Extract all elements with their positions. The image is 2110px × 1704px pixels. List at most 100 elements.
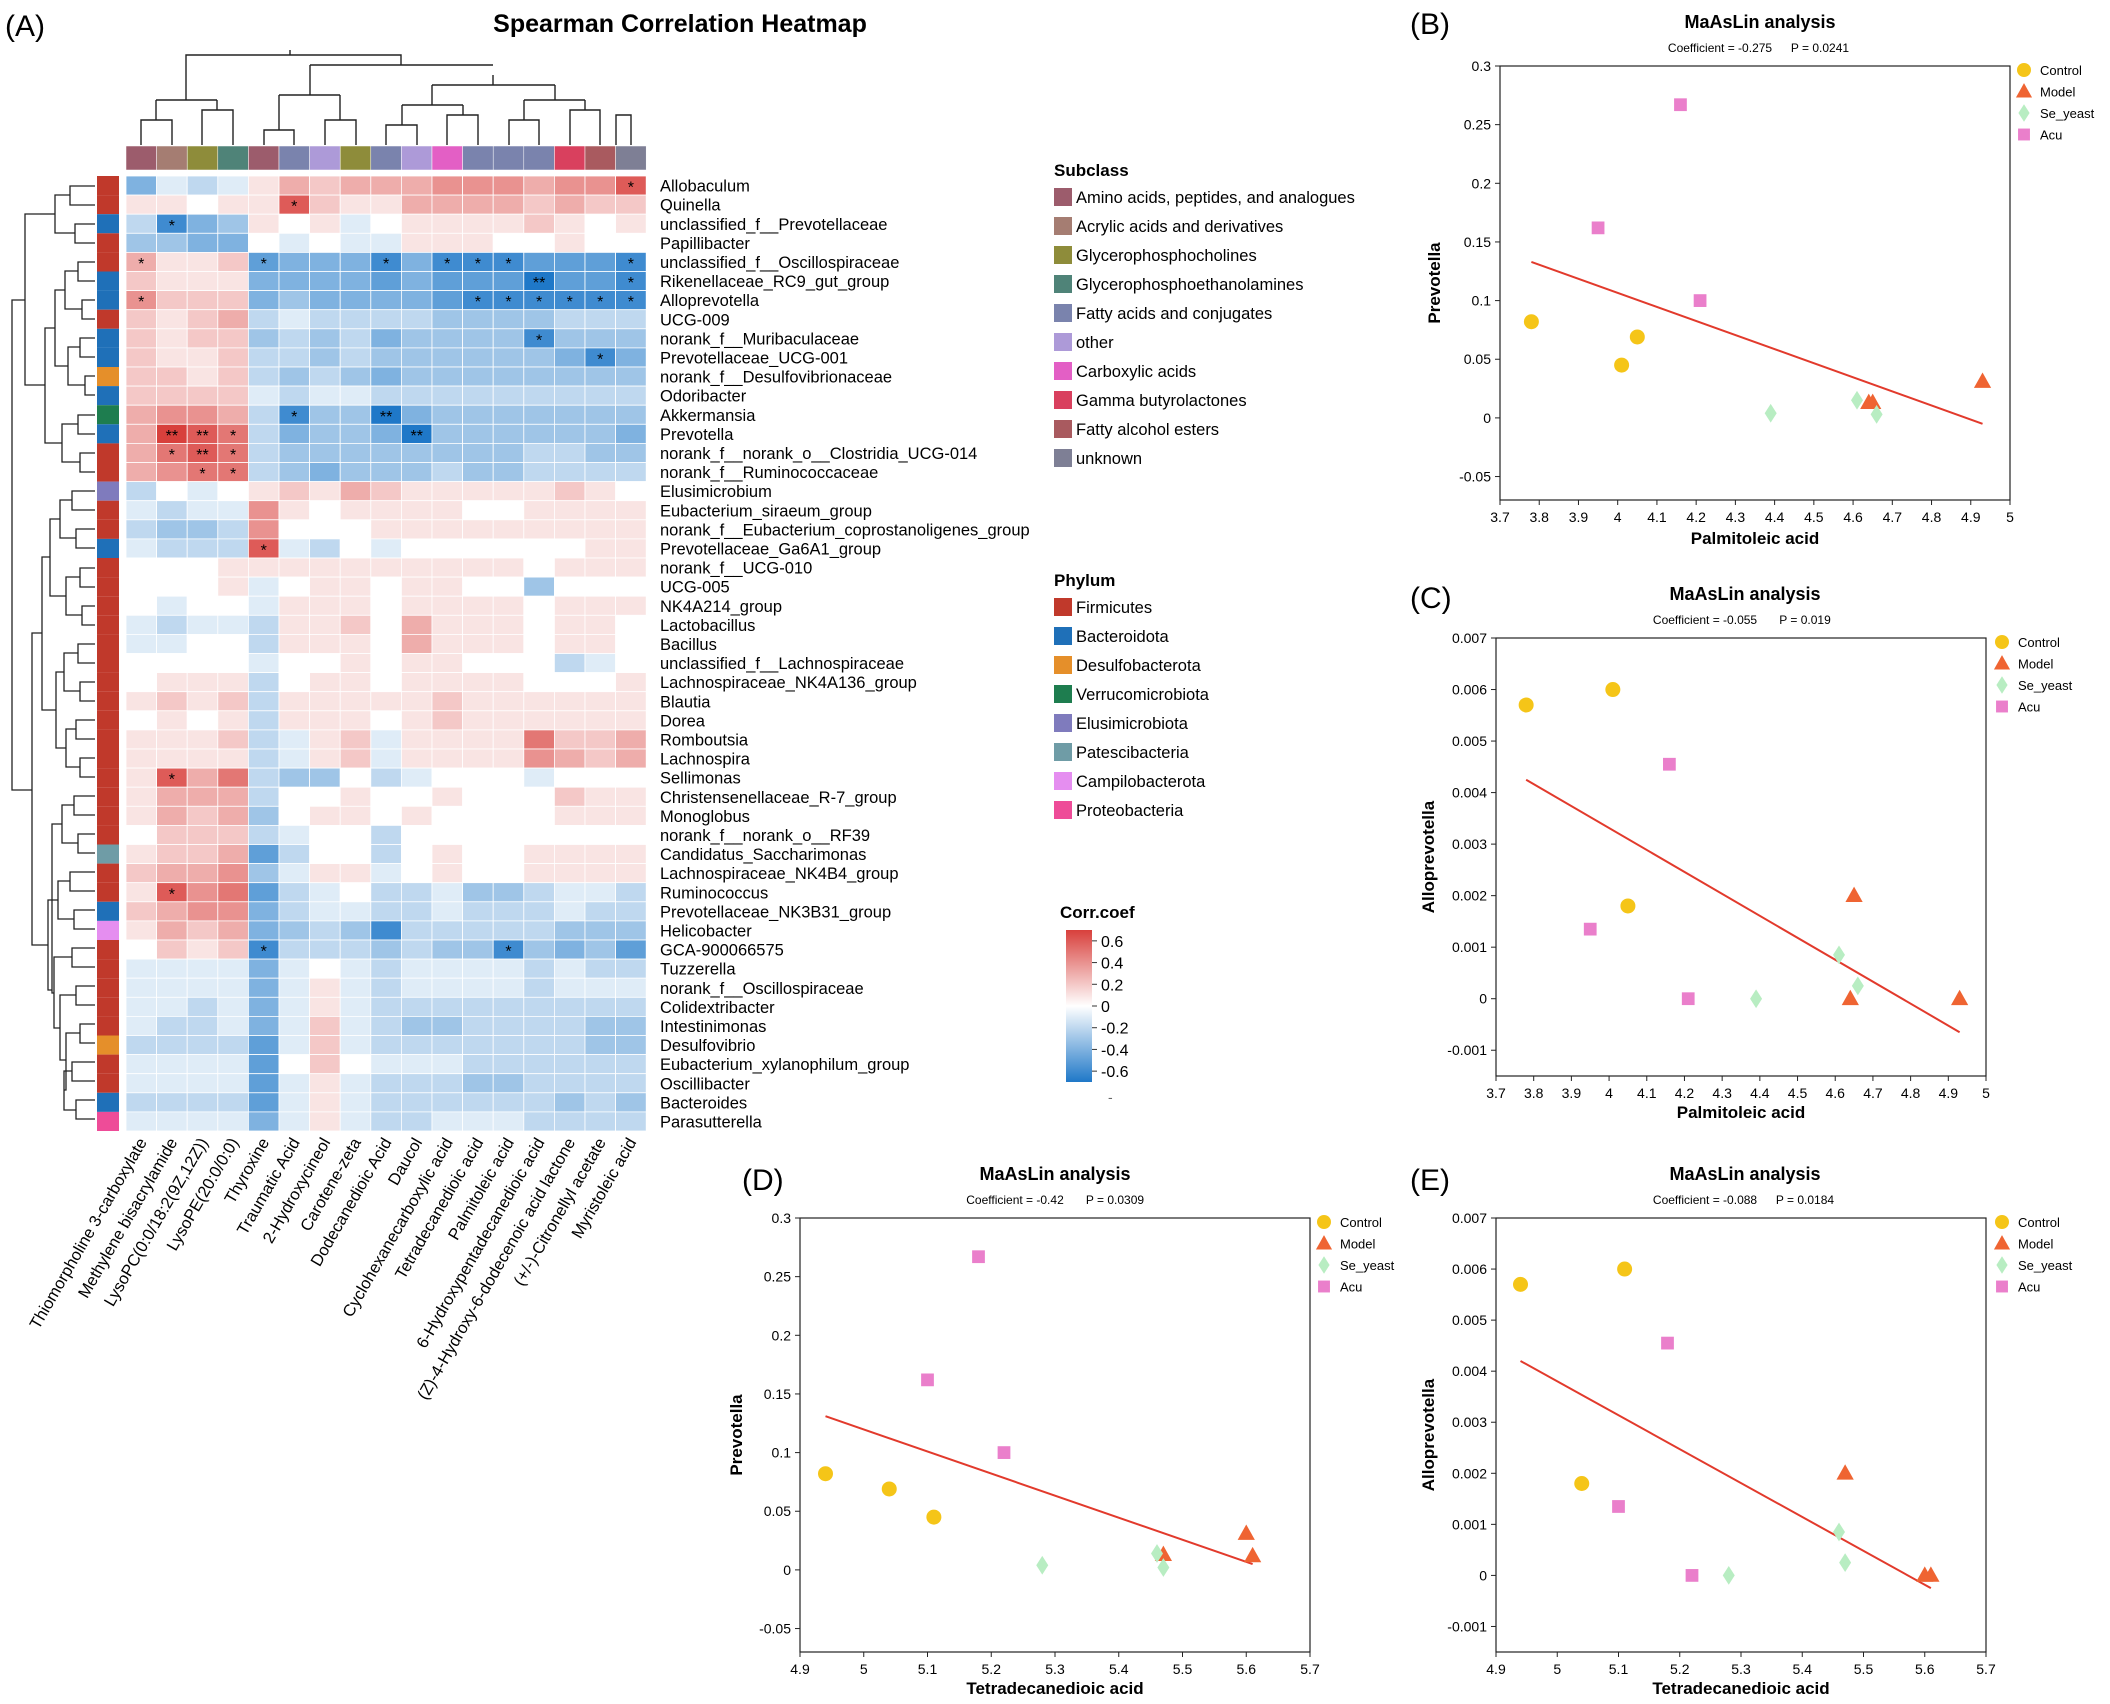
heatmap-cell bbox=[217, 347, 249, 368]
legend-marker-model bbox=[2015, 83, 2033, 98]
heatmap-cell bbox=[309, 729, 341, 750]
phylum-annotation-cell bbox=[97, 806, 119, 826]
heatmap-cell bbox=[492, 958, 525, 979]
heatmap-cell bbox=[156, 366, 188, 387]
x-tick-label: 5.7 bbox=[1300, 1661, 1320, 1677]
heatmap-cell bbox=[278, 653, 311, 674]
data-point-se-yeast bbox=[1157, 1558, 1170, 1577]
x-tick-label: 3.8 bbox=[1524, 1085, 1544, 1101]
phylum-annotation-cell bbox=[97, 347, 119, 367]
y-tick-label: 0.002 bbox=[1452, 888, 1487, 904]
heatmap-cell bbox=[247, 366, 280, 387]
x-tick-label: 4.1 bbox=[1647, 509, 1667, 525]
scatter-title: MaAsLin analysis bbox=[1669, 1164, 1820, 1184]
heatmap-cell bbox=[431, 404, 464, 425]
heatmap-cell bbox=[339, 614, 372, 635]
heatmap-cell bbox=[217, 1035, 249, 1056]
heatmap-cell bbox=[400, 1016, 433, 1036]
heatmap-cell bbox=[186, 1092, 219, 1113]
heatmap-cell bbox=[125, 404, 158, 425]
x-tick-label: 4.9 bbox=[1486, 1661, 1506, 1677]
scatter-panel-e: (E) MaAsLin analysis Coefficient = -0.088 P… bbox=[1410, 1164, 2073, 1698]
subclass-legend-swatch bbox=[1054, 449, 1072, 467]
row-label: Lachnospira bbox=[660, 751, 751, 769]
heatmap-cell bbox=[523, 1016, 555, 1036]
heatmap-cell bbox=[492, 710, 525, 731]
heatmap-cell bbox=[554, 442, 586, 463]
heatmap-cell bbox=[431, 634, 464, 654]
heatmap-cell bbox=[431, 290, 464, 311]
legend-label: Model bbox=[2018, 1237, 2054, 1252]
heatmap-cell bbox=[615, 710, 647, 731]
data-point-se-yeast bbox=[1833, 945, 1845, 965]
x-tick-label: 3.7 bbox=[1490, 509, 1510, 525]
row-label: Lachnospiraceae_NK4A136_group bbox=[660, 674, 917, 692]
heatmap-cell bbox=[431, 1054, 464, 1075]
row-label: norank_f__Desulfovibrionaceae bbox=[660, 369, 892, 387]
heatmap-cell bbox=[156, 557, 188, 578]
heatmap-cell bbox=[217, 519, 249, 540]
heatmap-cell bbox=[523, 844, 555, 865]
x-tick-label: 5 bbox=[1982, 1085, 1990, 1101]
heatmap-cell bbox=[584, 882, 617, 903]
heatmap-cell bbox=[125, 825, 158, 845]
heatmap-cell bbox=[339, 920, 372, 941]
heatmap-cell bbox=[309, 958, 341, 979]
heatmap-cell bbox=[462, 423, 494, 444]
heatmap-cell bbox=[247, 557, 280, 578]
heatmap-cell bbox=[278, 213, 311, 234]
heatmap-cell bbox=[554, 748, 586, 769]
heatmap-cell bbox=[278, 290, 311, 311]
legend-label: Se_yeast bbox=[2018, 678, 2073, 693]
heatmap-cell bbox=[156, 939, 188, 960]
heatmap-cell bbox=[400, 729, 433, 750]
heatmap-cell bbox=[278, 328, 311, 349]
heatmap-cell bbox=[339, 958, 372, 979]
legend-marker-control bbox=[1317, 1215, 1331, 1229]
heatmap-cell bbox=[247, 213, 280, 234]
phylum-annotation-cell bbox=[97, 386, 119, 406]
heatmap-cell bbox=[492, 1016, 525, 1036]
subclass-annotation-cell bbox=[462, 145, 494, 171]
subclass-annotation-cell bbox=[401, 145, 433, 171]
heatmap-cell bbox=[217, 576, 249, 597]
heatmap-cell bbox=[339, 271, 372, 292]
x-tick-label: 3.7 bbox=[1486, 1085, 1506, 1101]
data-point-control bbox=[1620, 898, 1636, 914]
heatmap-cell bbox=[125, 634, 158, 654]
significance-mark: ** bbox=[533, 275, 545, 292]
heatmap-cell bbox=[584, 1054, 617, 1075]
significance-mark: * bbox=[169, 218, 175, 235]
heatmap-cell bbox=[492, 977, 525, 998]
heatmap-cell bbox=[400, 748, 433, 769]
heatmap-cell bbox=[554, 385, 586, 406]
heatmap-cell bbox=[400, 519, 433, 540]
heatmap-cell bbox=[370, 901, 402, 922]
heatmap-cell bbox=[278, 442, 311, 463]
heatmap-cell bbox=[156, 347, 188, 368]
significance-mark: * bbox=[628, 275, 634, 292]
heatmap-cell bbox=[400, 767, 433, 788]
heatmap-cell bbox=[125, 882, 158, 903]
heatmap-cell bbox=[584, 1016, 617, 1036]
heatmap-cell bbox=[370, 519, 402, 540]
heatmap-cell bbox=[186, 404, 219, 425]
heatmap-cell bbox=[309, 309, 341, 330]
heatmap-cell bbox=[615, 481, 647, 502]
scatter-panels: (B) MaAsLin analysis Coefficient = -0.275 P… bbox=[727, 8, 2095, 1698]
significance-mark: ** bbox=[196, 428, 208, 445]
phylum-legend-label: Elusimicrobiota bbox=[1076, 715, 1189, 733]
heatmap-cell bbox=[554, 996, 586, 1017]
heatmap-cell bbox=[217, 1054, 249, 1075]
heatmap-cell bbox=[523, 500, 555, 521]
heatmap-cell bbox=[370, 576, 402, 597]
heatmap-cell bbox=[523, 385, 555, 406]
dendrogram-branch bbox=[64, 1032, 80, 1091]
heatmap-grid: **** * * * * * *** ** * * * * * **** **** ** * *** ** ** ***… bbox=[125, 175, 647, 1132]
data-point-acu bbox=[1681, 992, 1695, 1006]
x-tick-label: 4.6 bbox=[1843, 509, 1863, 525]
heatmap-cell bbox=[278, 232, 311, 253]
heatmap-cell bbox=[400, 977, 433, 998]
heatmap-cell bbox=[431, 748, 464, 769]
